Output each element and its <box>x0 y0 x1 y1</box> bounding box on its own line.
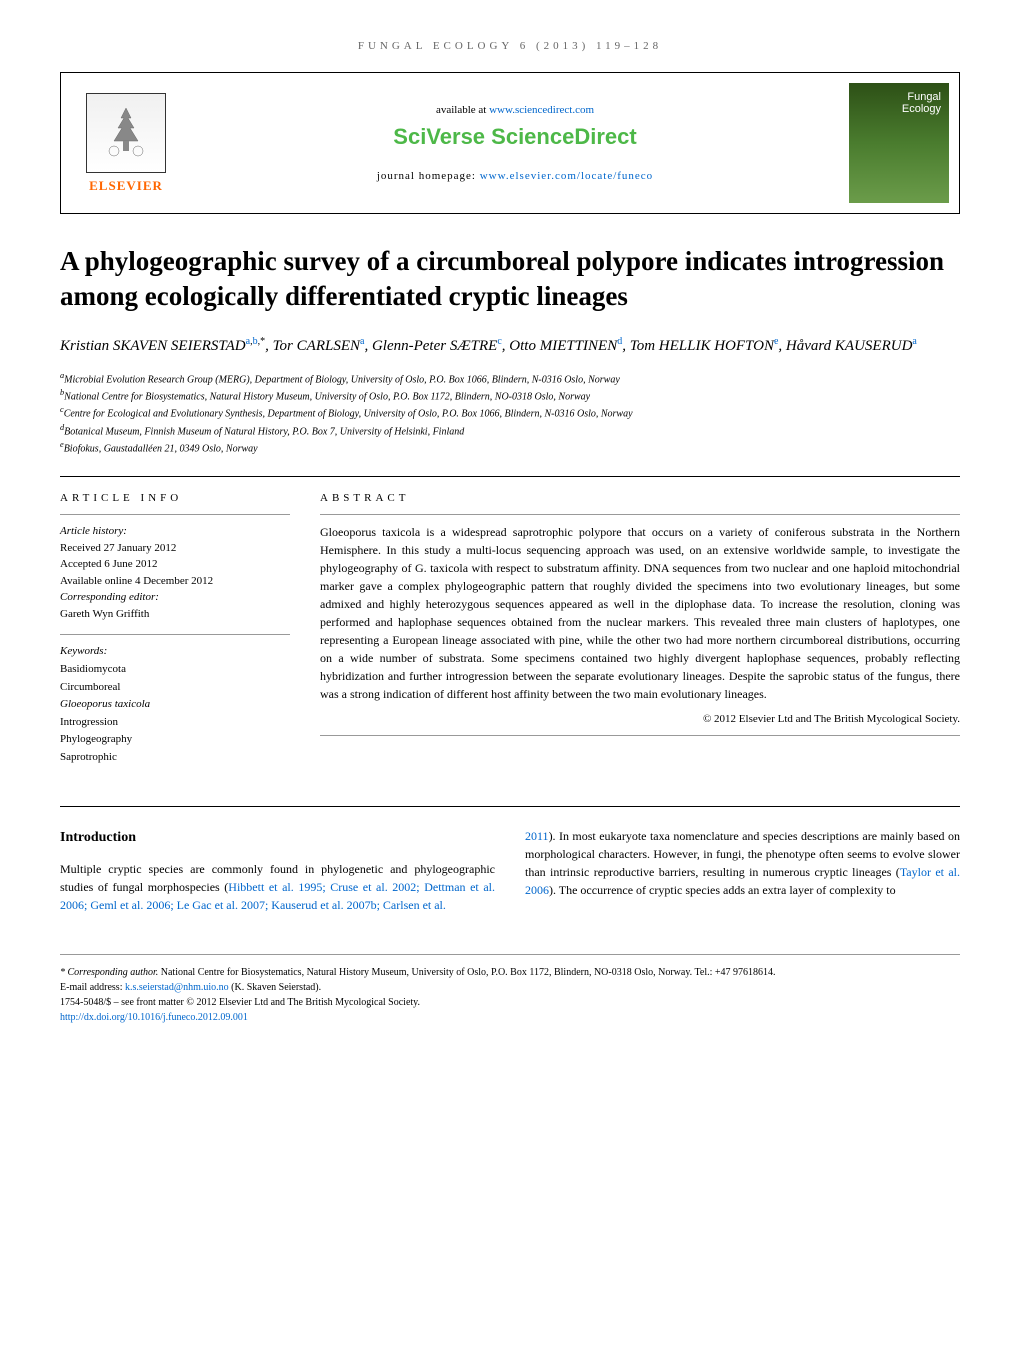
author-name: Glenn-Peter SÆTRE <box>372 338 497 354</box>
copyright: © 2012 Elsevier Ltd and The British Myco… <box>320 713 960 736</box>
article-info: ARTICLE INFO Article history: Received 2… <box>60 492 290 766</box>
author: Tor CARLSENa <box>273 338 365 354</box>
affiliation-key: b <box>60 388 64 397</box>
keywords-list: BasidiomycotaCircumborealGloeoporus taxi… <box>60 661 290 767</box>
received-date: Received 27 January 2012 <box>60 540 290 557</box>
article-title: A phylogeographic survey of a circumbore… <box>60 244 960 314</box>
elsevier-tree-icon <box>86 93 166 173</box>
doi-link[interactable]: http://dx.doi.org/10.1016/j.funeco.2012.… <box>60 1012 248 1023</box>
affiliation-key: d <box>60 423 64 432</box>
email-line: E-mail address: k.s.seierstad@nhm.uio.no… <box>60 980 960 995</box>
affiliation: bNational Centre for Biosystematics, Nat… <box>60 387 960 404</box>
corresponding-label: * Corresponding author. <box>60 967 158 978</box>
author-sup: a <box>912 336 916 347</box>
affiliation-link[interactable]: a <box>360 336 364 347</box>
editor-name: Gareth Wyn Griffith <box>60 606 290 623</box>
email-label: E-mail address: <box>60 982 125 993</box>
accepted-date: Accepted 6 June 2012 <box>60 556 290 573</box>
keyword: Basidiomycota <box>60 661 290 679</box>
keyword: Introgression <box>60 714 290 732</box>
journal-cover: Fungal Ecology <box>849 83 949 203</box>
journal-header-bar: FUNGAL ECOLOGY 6 (2013) 119–128 <box>60 40 960 52</box>
homepage-link[interactable]: www.elsevier.com/locate/funeco <box>480 170 653 182</box>
author-sup: d <box>617 336 622 347</box>
affiliation-link[interactable]: e <box>774 336 778 347</box>
affiliation-link[interactable]: a <box>246 336 250 347</box>
author-sup: a <box>360 336 364 347</box>
affiliation: cCentre for Ecological and Evolutionary … <box>60 404 960 421</box>
author-name: Tom HELLIK HOFTON <box>630 338 774 354</box>
affiliations-list: aMicrobial Evolution Research Group (MER… <box>60 370 960 457</box>
introduction-heading: Introduction <box>60 827 495 848</box>
email-link[interactable]: k.s.seierstad@nhm.uio.no <box>125 982 229 993</box>
affiliation-key: c <box>60 405 64 414</box>
keywords-label: Keywords: <box>60 643 290 661</box>
homepage-prefix: journal homepage: <box>377 170 480 182</box>
journal-homepage: journal homepage: www.elsevier.com/locat… <box>181 170 849 182</box>
intro-paragraph-1: Multiple cryptic species are commonly fo… <box>60 860 495 914</box>
keyword: Saprotrophic <box>60 749 290 767</box>
sciverse-brand: SciVerse ScienceDirect <box>181 124 849 150</box>
masthead-center: available at www.sciencedirect.com SciVe… <box>181 104 849 182</box>
author: Tom HELLIK HOFTONe <box>630 338 779 354</box>
abstract: ABSTRACT Gloeoporus taxicola is a widesp… <box>320 492 960 766</box>
elsevier-label: ELSEVIER <box>89 178 163 194</box>
available-prefix: available at <box>436 104 489 116</box>
issn-line: 1754-5048/$ – see front matter © 2012 El… <box>60 995 960 1010</box>
keyword: Circumboreal <box>60 679 290 697</box>
abstract-text: Gloeoporus taxicola is a widespread sapr… <box>320 514 960 703</box>
abstract-heading: ABSTRACT <box>320 492 960 504</box>
editor-label: Corresponding editor: <box>60 589 290 606</box>
author-name: Tor CARLSEN <box>273 338 360 354</box>
cover-title-2: Ecology <box>902 103 941 115</box>
available-at: available at www.sciencedirect.com <box>181 104 849 116</box>
author: Kristian SKAVEN SEIERSTADa,b,* <box>60 338 265 354</box>
online-date: Available online 4 December 2012 <box>60 573 290 590</box>
info-heading: ARTICLE INFO <box>60 492 290 504</box>
keyword: Gloeoporus taxicola <box>60 696 290 714</box>
keywords-block: Keywords: BasidiomycotaCircumborealGloeo… <box>60 634 290 766</box>
author-sup: c <box>497 336 501 347</box>
affiliation-key: e <box>60 440 64 449</box>
info-abstract-row: ARTICLE INFO Article history: Received 2… <box>60 476 960 766</box>
affiliation-link[interactable]: d <box>617 336 622 347</box>
affiliation-link[interactable]: a <box>912 336 916 347</box>
body-columns: Introduction Multiple cryptic species ar… <box>60 827 960 914</box>
keyword: Phylogeography <box>60 731 290 749</box>
author-name: Otto MIETTINEN <box>509 338 617 354</box>
affiliation-key: a <box>60 371 64 380</box>
sciencedirect-link[interactable]: www.sciencedirect.com <box>489 104 594 116</box>
footer: * Corresponding author. National Centre … <box>60 954 960 1025</box>
citation-link[interactable]: 2011 <box>525 829 549 843</box>
email-suffix: (K. Skaven Seierstad). <box>229 982 321 993</box>
intro-paragraph-2: 2011). In most eukaryote taxa nomenclatu… <box>525 827 960 899</box>
history-label: Article history: <box>60 523 290 540</box>
author-name: Håvard KAUSERUD <box>786 338 913 354</box>
cover-title-1: Fungal <box>907 91 941 103</box>
authors-list: Kristian SKAVEN SEIERSTADa,b,*, Tor CARL… <box>60 334 960 358</box>
article-history: Article history: Received 27 January 201… <box>60 514 290 622</box>
body-column-right: 2011). In most eukaryote taxa nomenclatu… <box>525 827 960 914</box>
affiliation-link[interactable]: c <box>497 336 501 347</box>
author: Otto MIETTINENd <box>509 338 622 354</box>
affiliation-link[interactable]: b <box>253 336 258 347</box>
author: Glenn-Peter SÆTREc <box>372 338 502 354</box>
author: Håvard KAUSERUDa <box>786 338 917 354</box>
affiliation: eBiofokus, Gaustadalléen 21, 0349 Oslo, … <box>60 439 960 456</box>
affiliation: dBotanical Museum, Finnish Museum of Nat… <box>60 422 960 439</box>
elsevier-logo: ELSEVIER <box>71 83 181 203</box>
corresponding-text: National Centre for Biosystematics, Natu… <box>158 967 775 978</box>
affiliation: aMicrobial Evolution Research Group (MER… <box>60 370 960 387</box>
author-sup: a,b,* <box>246 336 265 347</box>
body-section: Introduction Multiple cryptic species ar… <box>60 806 960 914</box>
corresponding-author: * Corresponding author. National Centre … <box>60 965 960 980</box>
author-sup: e <box>774 336 778 347</box>
masthead: ELSEVIER available at www.sciencedirect.… <box>60 72 960 214</box>
author-name: Kristian SKAVEN SEIERSTAD <box>60 338 246 354</box>
body-column-left: Introduction Multiple cryptic species ar… <box>60 827 495 914</box>
